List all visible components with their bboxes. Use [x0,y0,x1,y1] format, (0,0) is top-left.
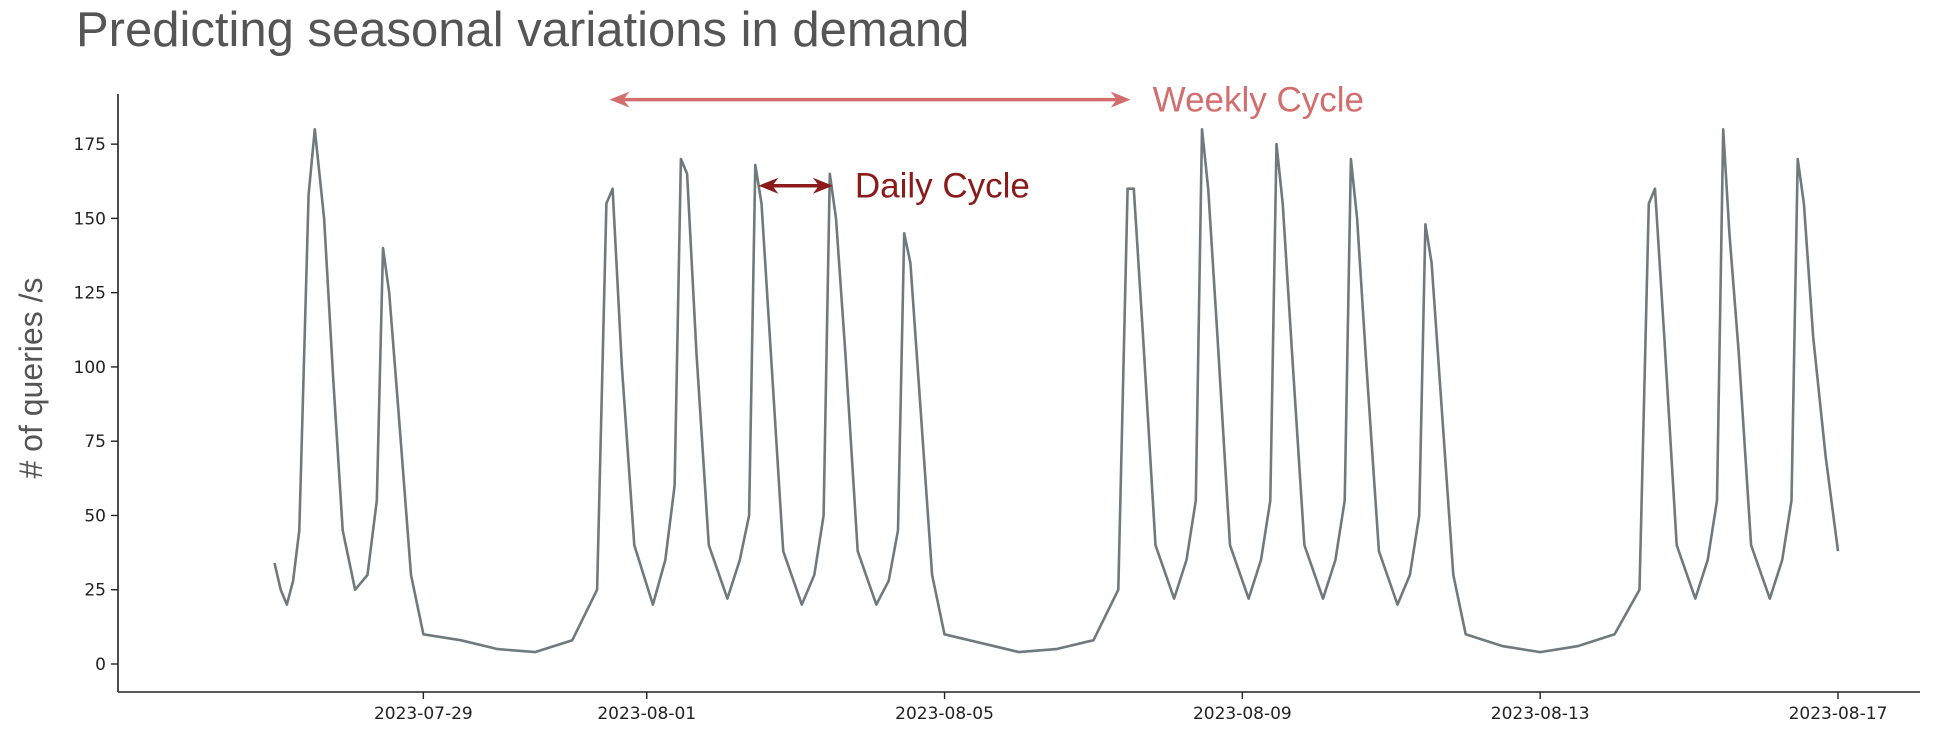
y-tick-label: 75 [84,432,106,452]
annotation-label: Daily Cycle [855,167,1030,206]
chart-title: Predicting seasonal variations in demand [76,3,970,57]
series-group [273,128,1840,654]
y-tick-label: 25 [84,581,106,601]
y-tick-label: 100 [74,358,106,378]
x-tick-label: 2023-08-05 [895,704,994,724]
x-tick-label: 2023-07-29 [374,704,473,724]
y-tick-label: 150 [74,209,106,229]
y-tick-label: 175 [74,135,106,155]
y-tick-label: 0 [95,655,106,675]
annotations: Weekly Cycle Daily Cycle [609,81,1364,206]
y-tick-label: 50 [84,506,106,526]
series-line [273,128,1840,654]
x-tick-label: 2023-08-09 [1193,704,1292,724]
x-tick-label: 2023-08-01 [597,704,696,724]
cycle-annotation: Daily Cycle [758,167,1030,206]
x-tick-label: 2023-08-13 [1491,704,1590,724]
annotation-label: Weekly Cycle [1153,81,1364,120]
y-ticks: 0 25 50 75 100 125 150 175 [74,135,118,675]
x-ticks: 2023-07-29 2023-08-01 2023-08-05 2023-08-09… [374,692,1887,724]
annotation-arrow-head-left [609,91,630,108]
cycle-annotation: Weekly Cycle [609,81,1364,120]
annotation-arrow-head-right [812,177,833,194]
y-tick-label: 125 [74,284,106,304]
y-axis-label: # of queries /s [13,278,49,479]
x-tick-label: 2023-08-17 [1789,704,1888,724]
annotation-arrow-head-right [1110,91,1131,108]
annotation-arrow-head-left [758,177,779,194]
